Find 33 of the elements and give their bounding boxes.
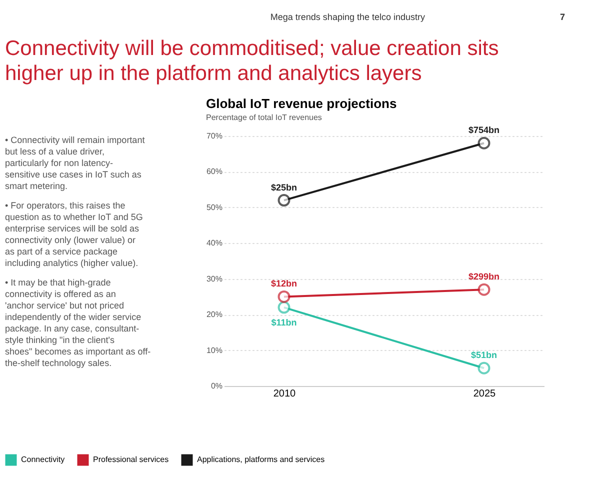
text: • Connectivity will remain important but less of a value driver, particularly for non latency-sensitive use cases in IoT such as smart metering.	[5, 135, 146, 191]
y-tick-label: 30%	[206, 274, 222, 284]
text: 7	[560, 12, 565, 22]
annotation: $11bn	[271, 317, 297, 328]
text: Mega trends shaping the telco industry	[270, 12, 426, 22]
text: • For operators, this raises the question as to whether IoT and 5G enterprise services will be sold as connectivity only (lower value) or as part of a service package including analytics (higher value).	[5, 200, 143, 268]
chart-title: Global IoT revenue projections	[206, 96, 397, 112]
chart-subtitle: Percentage of total IoT revenues	[206, 113, 322, 122]
x-tick-label: 2025	[473, 388, 496, 400]
y-tick-label: 60%	[206, 167, 222, 176]
y-tick-label: 20%	[206, 310, 222, 320]
x-tick-label: 2010	[273, 388, 296, 400]
y-tick-label: 40%	[206, 238, 222, 248]
point	[278, 301, 290, 314]
annotation: $51bn	[470, 350, 498, 360]
annotation: $299bn	[468, 272, 500, 282]
annotation: $754bn	[468, 125, 500, 136]
y-tick-label: 50%	[206, 202, 222, 212]
legend-label: Professional services	[93, 455, 169, 464]
point	[278, 290, 290, 303]
point	[478, 283, 490, 296]
y-tick-label: 0%	[210, 382, 222, 390]
annotation: $12bn	[270, 278, 298, 289]
annotation: $25bn	[270, 182, 298, 192]
y-tick-label: 10%	[206, 346, 222, 355]
point	[278, 194, 290, 207]
legend-label: Applications, platforms and services	[197, 455, 325, 464]
y-tick-label: 70%	[206, 132, 222, 140]
point	[478, 362, 490, 374]
text: Connectivity will be commoditised; value creation sits higher up in the platform and analytics layers	[5, 37, 499, 86]
legend-label: Connectivity	[21, 455, 65, 464]
text: • It may be that high-grade connectivity is offered as an 'anchor service' but not priced independently of the wider service package. In any case, consultant-style thinking "in the client's shoes" becomes as important as off-the-shelf technology sales.	[5, 278, 151, 368]
point	[478, 136, 490, 150]
